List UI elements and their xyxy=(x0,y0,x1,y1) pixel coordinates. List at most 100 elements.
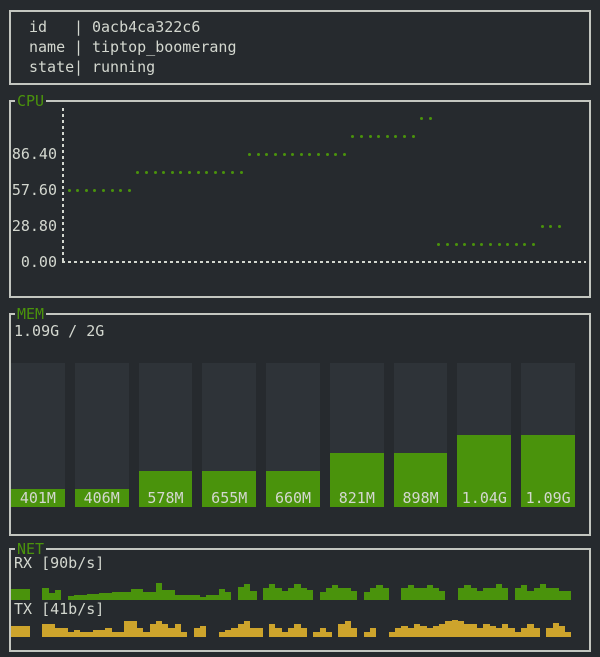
rx-spark-column xyxy=(237,587,244,600)
tx-spark-column xyxy=(275,628,282,637)
tx-spark-column xyxy=(414,624,421,637)
cpu-data-point xyxy=(428,116,432,120)
tx-spark-column xyxy=(502,624,509,637)
tx-spark-column xyxy=(533,628,540,637)
rx-spark-column xyxy=(489,588,496,600)
rx-spark-column xyxy=(344,588,352,600)
cpu-data-point xyxy=(549,224,553,228)
cpu-data-point xyxy=(187,170,191,174)
rx-spark-column xyxy=(11,589,18,600)
cpu-data-point xyxy=(265,152,269,156)
mem-bar-label: 821M xyxy=(338,489,375,507)
rx-spark-column xyxy=(118,592,125,600)
tx-spark-column xyxy=(73,630,81,637)
rx-spark-column xyxy=(269,584,276,600)
net-rx-label: RX [90b/s] xyxy=(14,554,105,572)
tx-spark-column xyxy=(458,621,465,637)
rx-spark-column xyxy=(55,590,62,600)
tx-spark-column xyxy=(401,626,408,637)
rx-spark-column xyxy=(401,588,408,600)
rx-spark-column xyxy=(332,585,339,600)
tx-spark-column xyxy=(168,628,175,637)
rx-spark-column xyxy=(369,588,377,600)
net-tx-chart xyxy=(11,619,575,637)
tx-spark-column xyxy=(281,632,289,637)
info-value: 0acb4ca322c6 xyxy=(92,18,201,36)
net-rx-chart xyxy=(11,582,575,600)
cpu-data-point xyxy=(136,170,140,174)
rx-spark-column xyxy=(168,590,175,600)
rx-spark-column xyxy=(67,596,74,600)
tx-spark-column xyxy=(243,621,251,637)
tx-spark-column xyxy=(338,624,345,637)
tx-spark-column xyxy=(363,632,370,637)
cpu-data-point xyxy=(282,152,286,156)
rx-spark-column xyxy=(206,595,213,600)
tx-spark-column xyxy=(476,628,484,637)
cpu-data-point xyxy=(256,152,260,156)
rx-spark-column xyxy=(199,597,207,600)
mem-panel-title: MEM xyxy=(15,305,47,323)
mem-bar-label: 401M xyxy=(19,489,56,507)
rx-spark-column xyxy=(426,585,433,600)
mem-bar: 406M xyxy=(74,363,129,507)
cpu-data-point xyxy=(308,152,312,156)
cpu-x-axis-line xyxy=(62,261,586,263)
cpu-data-point xyxy=(437,242,441,246)
cpu-data-point xyxy=(411,134,415,138)
tx-spark-column xyxy=(395,628,402,637)
rx-spark-column xyxy=(476,591,484,600)
mem-bar-label: 406M xyxy=(83,489,120,507)
rx-spark-column xyxy=(533,588,540,600)
info-row: id | 0acb4ca322c6 xyxy=(29,17,237,37)
tx-spark-column xyxy=(42,624,49,637)
cpu-data-point xyxy=(351,134,355,138)
cpu-data-point xyxy=(368,134,372,138)
tx-spark-column xyxy=(55,628,62,637)
mem-usage-label: 1.09G / 2G xyxy=(14,322,105,340)
cpu-data-point xyxy=(76,188,80,192)
cpu-y-axis-labels: 86.40 57.60 28.80 0.00 xyxy=(11,102,57,296)
tx-spark-column xyxy=(344,621,352,637)
rx-spark-column xyxy=(149,592,156,600)
tx-spark-column xyxy=(445,621,452,637)
tx-spark-column xyxy=(451,620,459,637)
mem-bar: 821M xyxy=(329,363,384,507)
rx-spark-column xyxy=(143,592,150,600)
tx-spark-column xyxy=(495,628,503,637)
cpu-data-point xyxy=(385,134,389,138)
mem-bar-fill xyxy=(329,453,384,507)
tx-spark-column xyxy=(565,632,572,637)
tx-spark-column xyxy=(388,632,396,637)
cpu-data-point xyxy=(334,152,338,156)
cpu-y-tick-label: 28.80 xyxy=(11,217,57,235)
cpu-data-point xyxy=(110,188,114,192)
net-panel-title: NET xyxy=(15,540,47,558)
cpu-data-point xyxy=(402,134,406,138)
tx-spark-column xyxy=(174,624,182,637)
cpu-y-tick-label: 86.40 xyxy=(11,145,57,163)
rx-spark-column xyxy=(48,593,56,600)
rx-spark-column xyxy=(521,585,528,600)
info-key: state xyxy=(29,58,75,76)
cpu-data-point xyxy=(497,242,501,246)
tx-spark-column xyxy=(432,626,440,637)
rx-spark-column xyxy=(382,588,389,600)
tx-spark-column xyxy=(181,632,188,637)
mem-bar-fill xyxy=(202,471,257,507)
net-tx-label: TX [41b/s] xyxy=(14,600,105,618)
cpu-data-point xyxy=(101,188,105,192)
rx-spark-column xyxy=(432,588,440,600)
cpu-data-point xyxy=(299,152,303,156)
cpu-chart xyxy=(11,102,589,296)
cpu-data-point xyxy=(205,170,209,174)
info-row: state| running xyxy=(29,57,237,77)
rx-spark-column xyxy=(502,588,509,600)
rx-spark-column xyxy=(376,585,383,600)
cpu-data-point xyxy=(463,242,467,246)
rx-spark-column xyxy=(174,595,182,600)
tx-spark-column xyxy=(86,632,93,637)
tx-spark-column xyxy=(143,632,150,637)
mem-bar: 898M xyxy=(393,363,448,507)
rx-spark-column xyxy=(136,589,144,600)
